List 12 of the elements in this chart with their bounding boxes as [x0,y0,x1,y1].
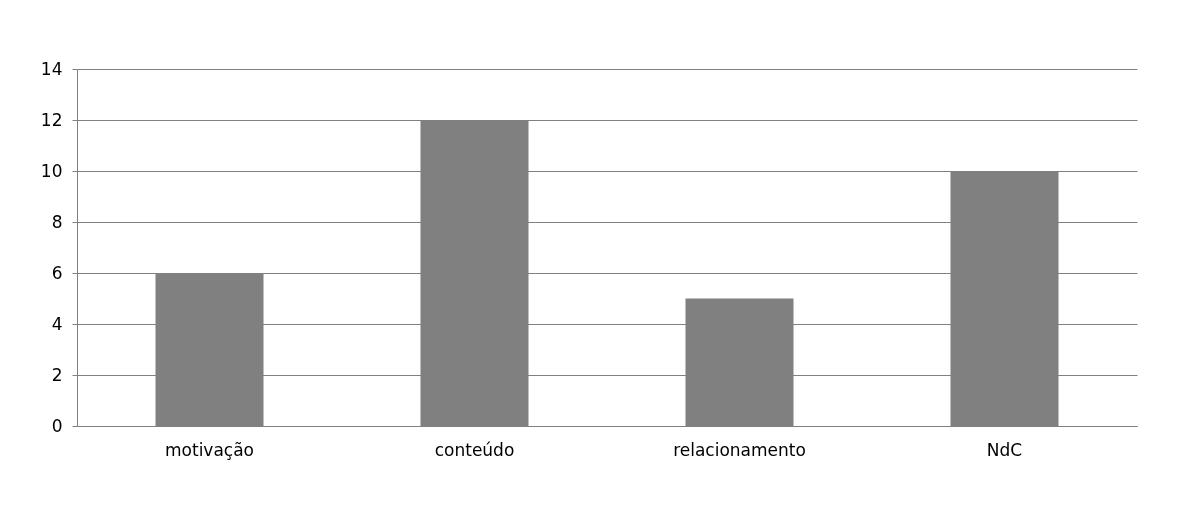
y-tick-label: 0 [51,415,63,436]
y-tick-label: 2 [51,364,63,385]
y-tick-label: 14 [40,58,63,79]
x-tick-label: conteúdo [434,439,515,460]
y-tick-label: 8 [51,211,63,232]
y-tick-label: 6 [51,262,63,283]
x-tick-label: motivação [165,439,254,460]
y-tick-label: 4 [51,313,63,334]
x-tick-label: relacionamento [673,439,806,460]
y-tick-label: 10 [40,160,63,181]
y-tick-label: 12 [40,109,63,130]
x-tick-label: NdC [986,439,1023,460]
